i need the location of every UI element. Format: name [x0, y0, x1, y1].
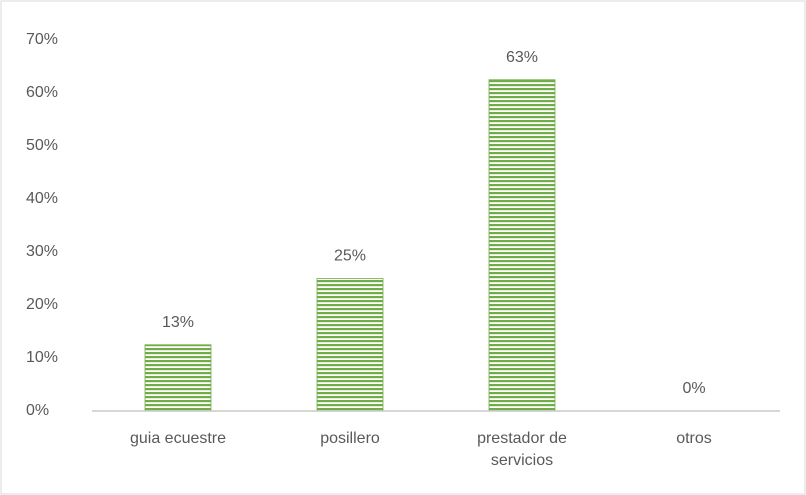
- y-tick-label: 70%: [26, 31, 58, 48]
- bar: [488, 79, 556, 412]
- y-tick-label: 40%: [26, 190, 58, 207]
- x-tick-label: posillero: [320, 430, 380, 447]
- bar: [144, 344, 212, 412]
- y-tick-label: 50%: [26, 137, 58, 154]
- x-tick-label: prestador de servicios: [477, 430, 567, 469]
- x-tick-label: guia ecuestre: [129, 430, 227, 447]
- value-label: 25%: [334, 248, 366, 265]
- y-tick-label: 20%: [26, 296, 58, 313]
- bar: [316, 278, 384, 412]
- y-tick-label: 0%: [26, 402, 49, 419]
- y-tick-label: 60%: [26, 84, 58, 101]
- x-tick-label: otros: [676, 430, 712, 447]
- value-label: 13%: [162, 314, 194, 331]
- value-label: 0%: [682, 380, 705, 397]
- y-tick-label: 30%: [26, 243, 58, 260]
- value-label: 63%: [506, 49, 538, 66]
- y-tick-label: 10%: [26, 349, 58, 366]
